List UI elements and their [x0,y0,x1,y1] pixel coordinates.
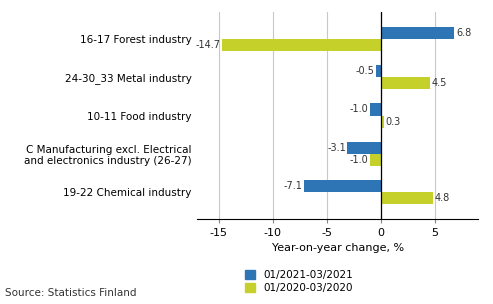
Text: -0.5: -0.5 [355,66,374,76]
Text: -14.7: -14.7 [195,40,220,50]
Bar [348,142,381,154]
Text: 0.3: 0.3 [386,117,401,127]
Text: -7.1: -7.1 [283,181,303,191]
Bar [381,192,433,204]
Bar [381,27,455,39]
Text: -1.0: -1.0 [350,155,368,165]
Bar [381,116,384,128]
Bar [370,103,381,116]
Bar [381,77,429,89]
Text: Source: Statistics Finland: Source: Statistics Finland [5,288,137,298]
X-axis label: Year-on-year change, %: Year-on-year change, % [272,244,404,254]
Bar [370,154,381,166]
Text: 4.8: 4.8 [434,193,450,203]
Text: 6.8: 6.8 [456,28,471,38]
Bar [304,180,381,192]
Text: -1.0: -1.0 [350,104,368,114]
Text: -3.1: -3.1 [327,143,346,153]
Bar [222,39,381,51]
Text: 4.5: 4.5 [431,78,447,88]
Legend: 01/2021-03/2021, 01/2020-03/2020: 01/2021-03/2021, 01/2020-03/2020 [245,270,353,293]
Bar [376,65,381,77]
